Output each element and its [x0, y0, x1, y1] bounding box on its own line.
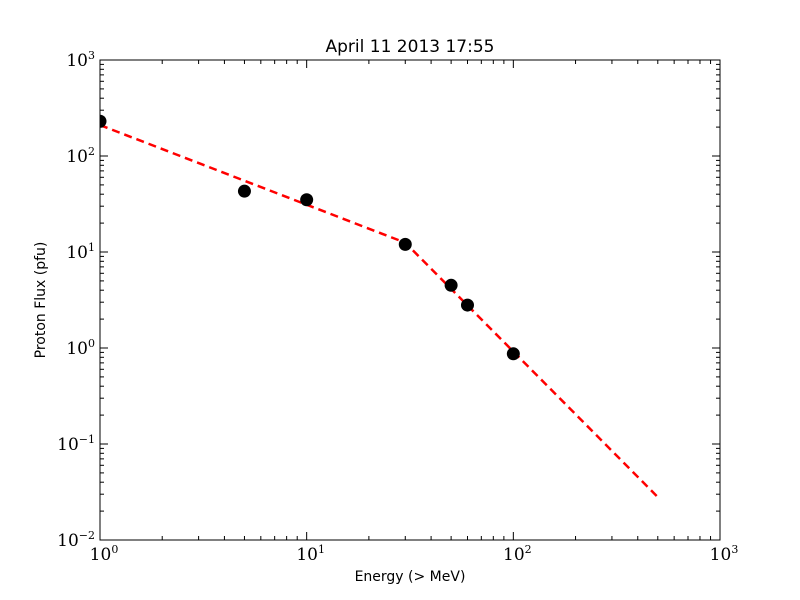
y-tick-label-base: 10 [66, 51, 88, 71]
y-tick-label-exponent: 0 [88, 337, 95, 350]
plot-series [100, 114, 659, 498]
y-tick-label-exponent: 3 [88, 49, 95, 62]
y-tick-label-base: 10 [57, 435, 79, 455]
y-axis-label: Proton Flux (pfu) [33, 242, 49, 359]
y-tick-label-exponent: −2 [79, 529, 95, 542]
x-axis-label: Energy (> MeV) [355, 569, 466, 585]
data-point [300, 193, 314, 207]
y-tick-label: 10−1 [57, 433, 95, 455]
y-tick-label-exponent: −1 [79, 433, 95, 446]
x-tick-label-exponent: 3 [731, 543, 738, 556]
y-tick-label: 101 [66, 241, 95, 263]
x-tick-label-exponent: 1 [318, 543, 325, 556]
x-tick-label: 101 [296, 543, 325, 565]
y-tick-label: 100 [66, 337, 95, 359]
data-point [100, 114, 107, 128]
chart-title: April 11 2013 17:55 [326, 37, 495, 57]
y-tick-label-base: 10 [66, 243, 88, 263]
data-point [398, 237, 412, 251]
y-tick-label-exponent: 2 [88, 145, 95, 158]
y-tick-label: 102 [66, 145, 95, 167]
x-tick-label-base: 10 [710, 545, 732, 565]
axis-ticks [99, 59, 721, 541]
y-tick-label: 103 [66, 49, 95, 71]
x-tick-label-exponent: 2 [525, 543, 532, 556]
x-tick-label-base: 10 [296, 545, 318, 565]
x-tick-label: 100 [90, 543, 119, 565]
data-point [237, 184, 251, 198]
data-point [506, 347, 520, 361]
x-tick-label-base: 10 [90, 545, 112, 565]
data-point [444, 278, 458, 292]
x-tick-label-exponent: 0 [111, 543, 118, 556]
y-tick-label-base: 10 [66, 339, 88, 359]
y-tick-label-base: 10 [57, 531, 79, 551]
x-tick-label: 103 [710, 543, 739, 565]
data-point [460, 298, 474, 312]
y-tick-label-exponent: 1 [88, 241, 95, 254]
x-tick-label-base: 10 [503, 545, 525, 565]
y-tick-label-base: 10 [66, 147, 88, 167]
x-tick-label: 102 [503, 543, 532, 565]
plot-frame [99, 59, 721, 541]
y-tick-label: 10−2 [57, 529, 95, 551]
